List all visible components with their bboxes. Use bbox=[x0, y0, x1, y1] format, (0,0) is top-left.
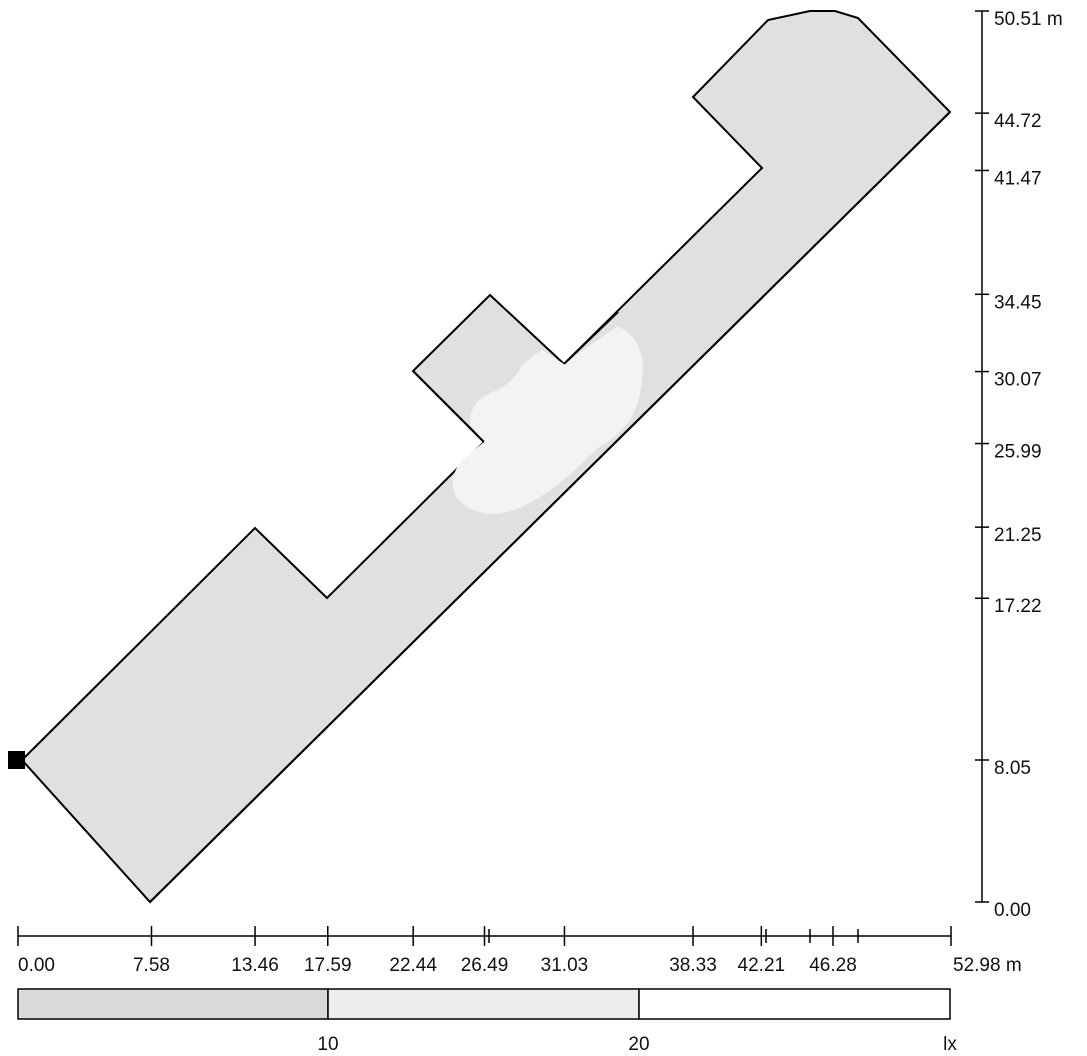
luminaire-marker bbox=[8, 751, 25, 769]
y-axis-tick-label: 25.99 bbox=[994, 442, 1042, 463]
floor-outline-segment bbox=[149, 111, 951, 903]
legend-label-20: 20 bbox=[628, 1034, 649, 1055]
legend-unit-label: lx bbox=[943, 1034, 957, 1055]
x-axis-tick-label: 22.44 bbox=[389, 955, 437, 976]
x-axis-tick-label: 0.00 bbox=[18, 955, 55, 976]
x-axis-tick-label: 7.58 bbox=[133, 955, 170, 976]
y-axis-tick-label: 8.05 bbox=[994, 758, 1031, 779]
legend-band-1 bbox=[17, 988, 329, 1020]
y-axis-tick-label: 17.22 bbox=[994, 596, 1042, 617]
x-axis-ticks: 0.00 7.58 13.46 17.59 22.44 26.49 31.03 38.33 42… bbox=[17, 926, 1022, 976]
y-axis-tick-label: 41.47 bbox=[994, 168, 1042, 189]
legend-band-3 bbox=[638, 988, 951, 1020]
x-axis-tick-label: 13.46 bbox=[231, 955, 279, 976]
y-axis-tick-label: 30.07 bbox=[994, 370, 1042, 391]
bright-zone bbox=[452, 326, 643, 514]
y-axis-tick-label: 50.51 m bbox=[994, 9, 1063, 30]
x-axis-tick-label: 52.98 m bbox=[953, 955, 1022, 976]
x-axis-tick-label: 38.33 bbox=[669, 955, 717, 976]
x-axis-tick-label: 46.28 bbox=[809, 955, 857, 976]
y-axis-ticks: 0.00 8.05 17.22 21.25 25.99 30.07 34.45 41.47 44… bbox=[975, 9, 1063, 921]
x-axis-tick-label: 17.59 bbox=[304, 955, 352, 976]
x-axis-tick-label: 42.21 bbox=[738, 955, 786, 976]
legend-band-2 bbox=[327, 988, 640, 1020]
y-axis-tick-label: 21.25 bbox=[994, 525, 1042, 546]
x-axis-tick-label: 31.03 bbox=[541, 955, 589, 976]
y-axis-tick-label: 0.00 bbox=[994, 900, 1031, 921]
y-axis-tick-label: 44.72 bbox=[994, 111, 1042, 132]
x-axis-tick-label: 26.49 bbox=[461, 955, 509, 976]
illuminance-legend: 10 20 lx bbox=[17, 988, 957, 1055]
y-axis-tick-label: 34.45 bbox=[994, 292, 1042, 313]
legend-label-10: 10 bbox=[317, 1034, 338, 1055]
